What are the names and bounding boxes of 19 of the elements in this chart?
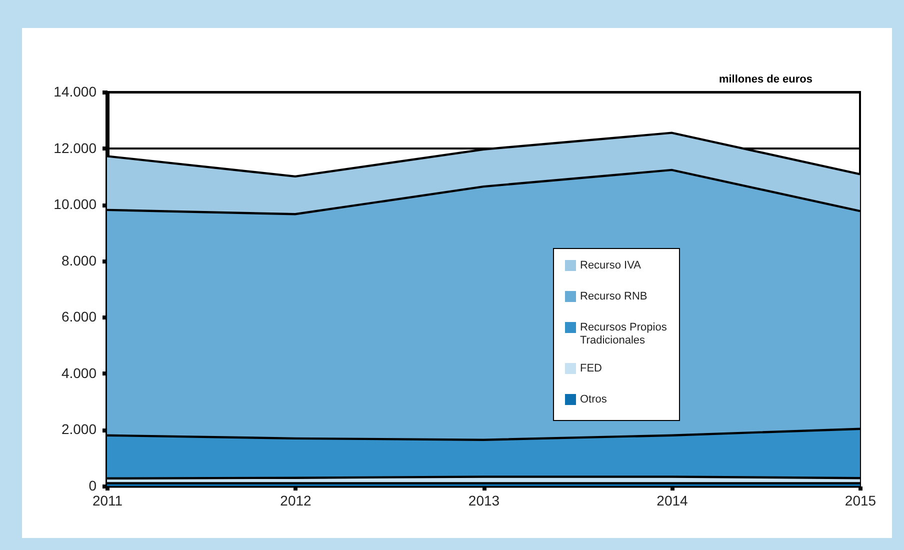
y-tick-label: 0	[88, 478, 97, 494]
y-tick-label: 2.000	[61, 421, 97, 438]
legend-label: Recurso IVA	[580, 260, 642, 272]
x-tick-label: 2013	[468, 492, 500, 508]
y-tick-label: 4.000	[61, 364, 97, 381]
legend-label: FED	[580, 362, 602, 374]
legend-label: Recurso RNB	[580, 290, 648, 302]
x-tick-label: 2015	[844, 492, 876, 508]
y-tick-label: 14.000	[54, 84, 97, 100]
y-tick-label: 10.000	[54, 196, 97, 212]
x-tick-label: 2011	[92, 492, 123, 508]
legend-label: Recursos Propios Tradicionales	[580, 322, 668, 346]
y-axis-title: millones de euros	[718, 74, 812, 86]
y-tick-label: 6.000	[61, 308, 97, 325]
x-tick-label: 2014	[656, 492, 688, 508]
y-tick-label: 8.000	[61, 252, 97, 268]
legend-label: Otros	[580, 394, 608, 406]
y-tick-label: 12.000	[54, 140, 97, 156]
x-tick-label: 2012	[280, 492, 312, 508]
